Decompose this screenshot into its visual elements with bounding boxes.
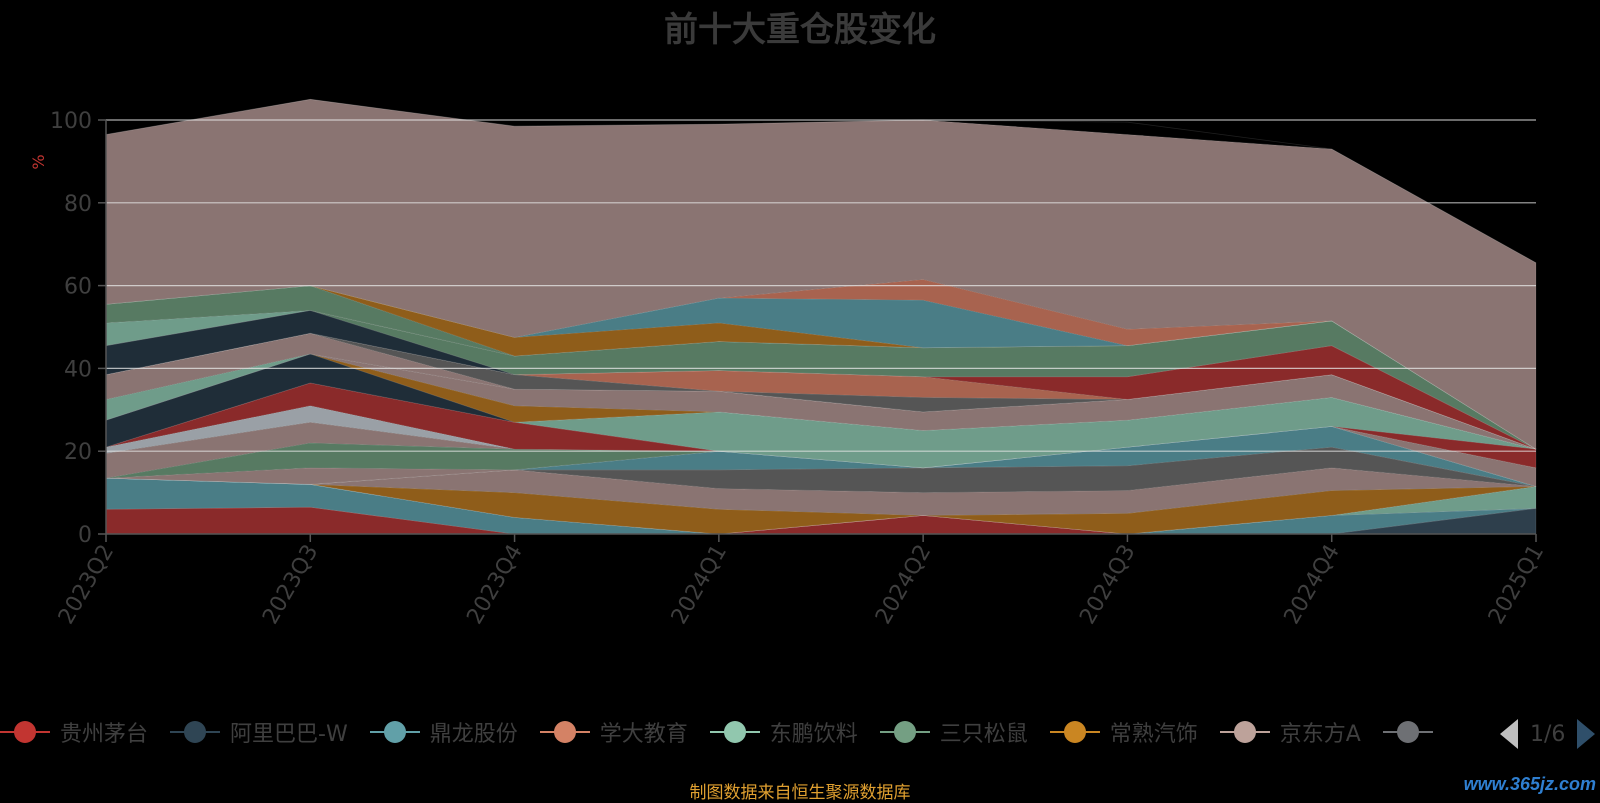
legend: 贵州茅台 阿里巴巴-W 鼎龙股份 学大教育 东鹏饮料 三只松鼠 常熟汽饰 京东方A (0, 712, 1600, 752)
y-tick-label: 20 (64, 440, 92, 465)
x-tick-label: 2023Q3 (258, 541, 323, 629)
y-tick-label: 80 (64, 192, 92, 217)
y-tick-label: 0 (78, 523, 92, 548)
legend-item[interactable]: 鼎龙股份 (369, 716, 518, 748)
legend-marker-icon (709, 719, 760, 745)
legend-label: 鼎龙股份 (429, 722, 518, 747)
legend-label: 常熟汽饰 (1109, 722, 1198, 747)
y-tick-label: 100 (50, 109, 92, 134)
x-axis-ticks: 2023Q2 2023Q3 2023Q4 2024Q1 2024Q2 2024Q3 2024… (54, 534, 1549, 629)
legend-label: 阿里巴巴-W (230, 722, 348, 747)
y-tick-label: 40 (64, 357, 92, 382)
x-tick-label: 2024Q1 (667, 541, 732, 629)
gridlines (106, 119, 1536, 452)
x-tick-label: 2023Q4 (462, 541, 527, 629)
legend-marker-icon (879, 719, 930, 745)
legend-marker-icon (1219, 719, 1270, 745)
data-source-note: 制图数据来自恒生聚源数据库 (689, 783, 911, 803)
area-series-32 (105, 98, 1537, 450)
x-tick-label: 2024Q3 (1075, 541, 1140, 629)
x-tick-label: 2024Q2 (871, 541, 936, 629)
legend-item[interactable]: 学大教育 (539, 716, 688, 748)
legend-label: 贵州茅台 (60, 722, 149, 747)
legend-item[interactable]: 三只松鼠 (879, 716, 1028, 748)
legend-label: 三只松鼠 (939, 722, 1028, 747)
legend-label: 东鹏饮料 (769, 722, 858, 747)
legend-item[interactable]: 常熟汽饰 (1049, 716, 1198, 748)
watermark: www.365jz.com (1463, 774, 1596, 794)
legend-item[interactable]: 京东方A (1219, 716, 1361, 748)
legend-item[interactable]: 贵州茅台 (0, 716, 148, 748)
legend-marker-icon (1382, 719, 1433, 745)
legend-item[interactable]: 东鹏饮料 (709, 716, 858, 748)
legend-marker-icon (0, 719, 50, 745)
legend-label: 学大教育 (599, 722, 688, 747)
x-tick-label: 2024Q4 (1280, 541, 1345, 629)
y-tick-label: 60 (64, 275, 92, 300)
x-tick-label: 2023Q2 (54, 541, 119, 629)
legend-item[interactable] (1382, 719, 1443, 745)
legend-next-icon[interactable] (1577, 719, 1596, 749)
x-tick-label: 2025Q1 (1484, 541, 1549, 629)
legend-prev-icon[interactable] (1500, 719, 1518, 749)
y-axis-label: % (29, 154, 48, 169)
legend-item[interactable]: 阿里巴巴-W (170, 716, 348, 748)
legend-marker-icon (369, 719, 420, 745)
legend-marker-icon (1049, 719, 1100, 745)
y-axis-ticks: 0 20 40 60 80 100 (50, 109, 106, 548)
plot-areas (105, 98, 1537, 535)
legend-label: 京东方A (1279, 722, 1361, 747)
legend-page-indicator: 1/6 (1530, 721, 1566, 747)
legend-pager: 1/6 (1500, 716, 1596, 752)
chart-title: 前十大重仓股变化 (664, 10, 936, 50)
area-series-33 (105, 98, 1537, 264)
legend-marker-icon (170, 719, 221, 745)
legend-marker-icon (539, 719, 590, 745)
